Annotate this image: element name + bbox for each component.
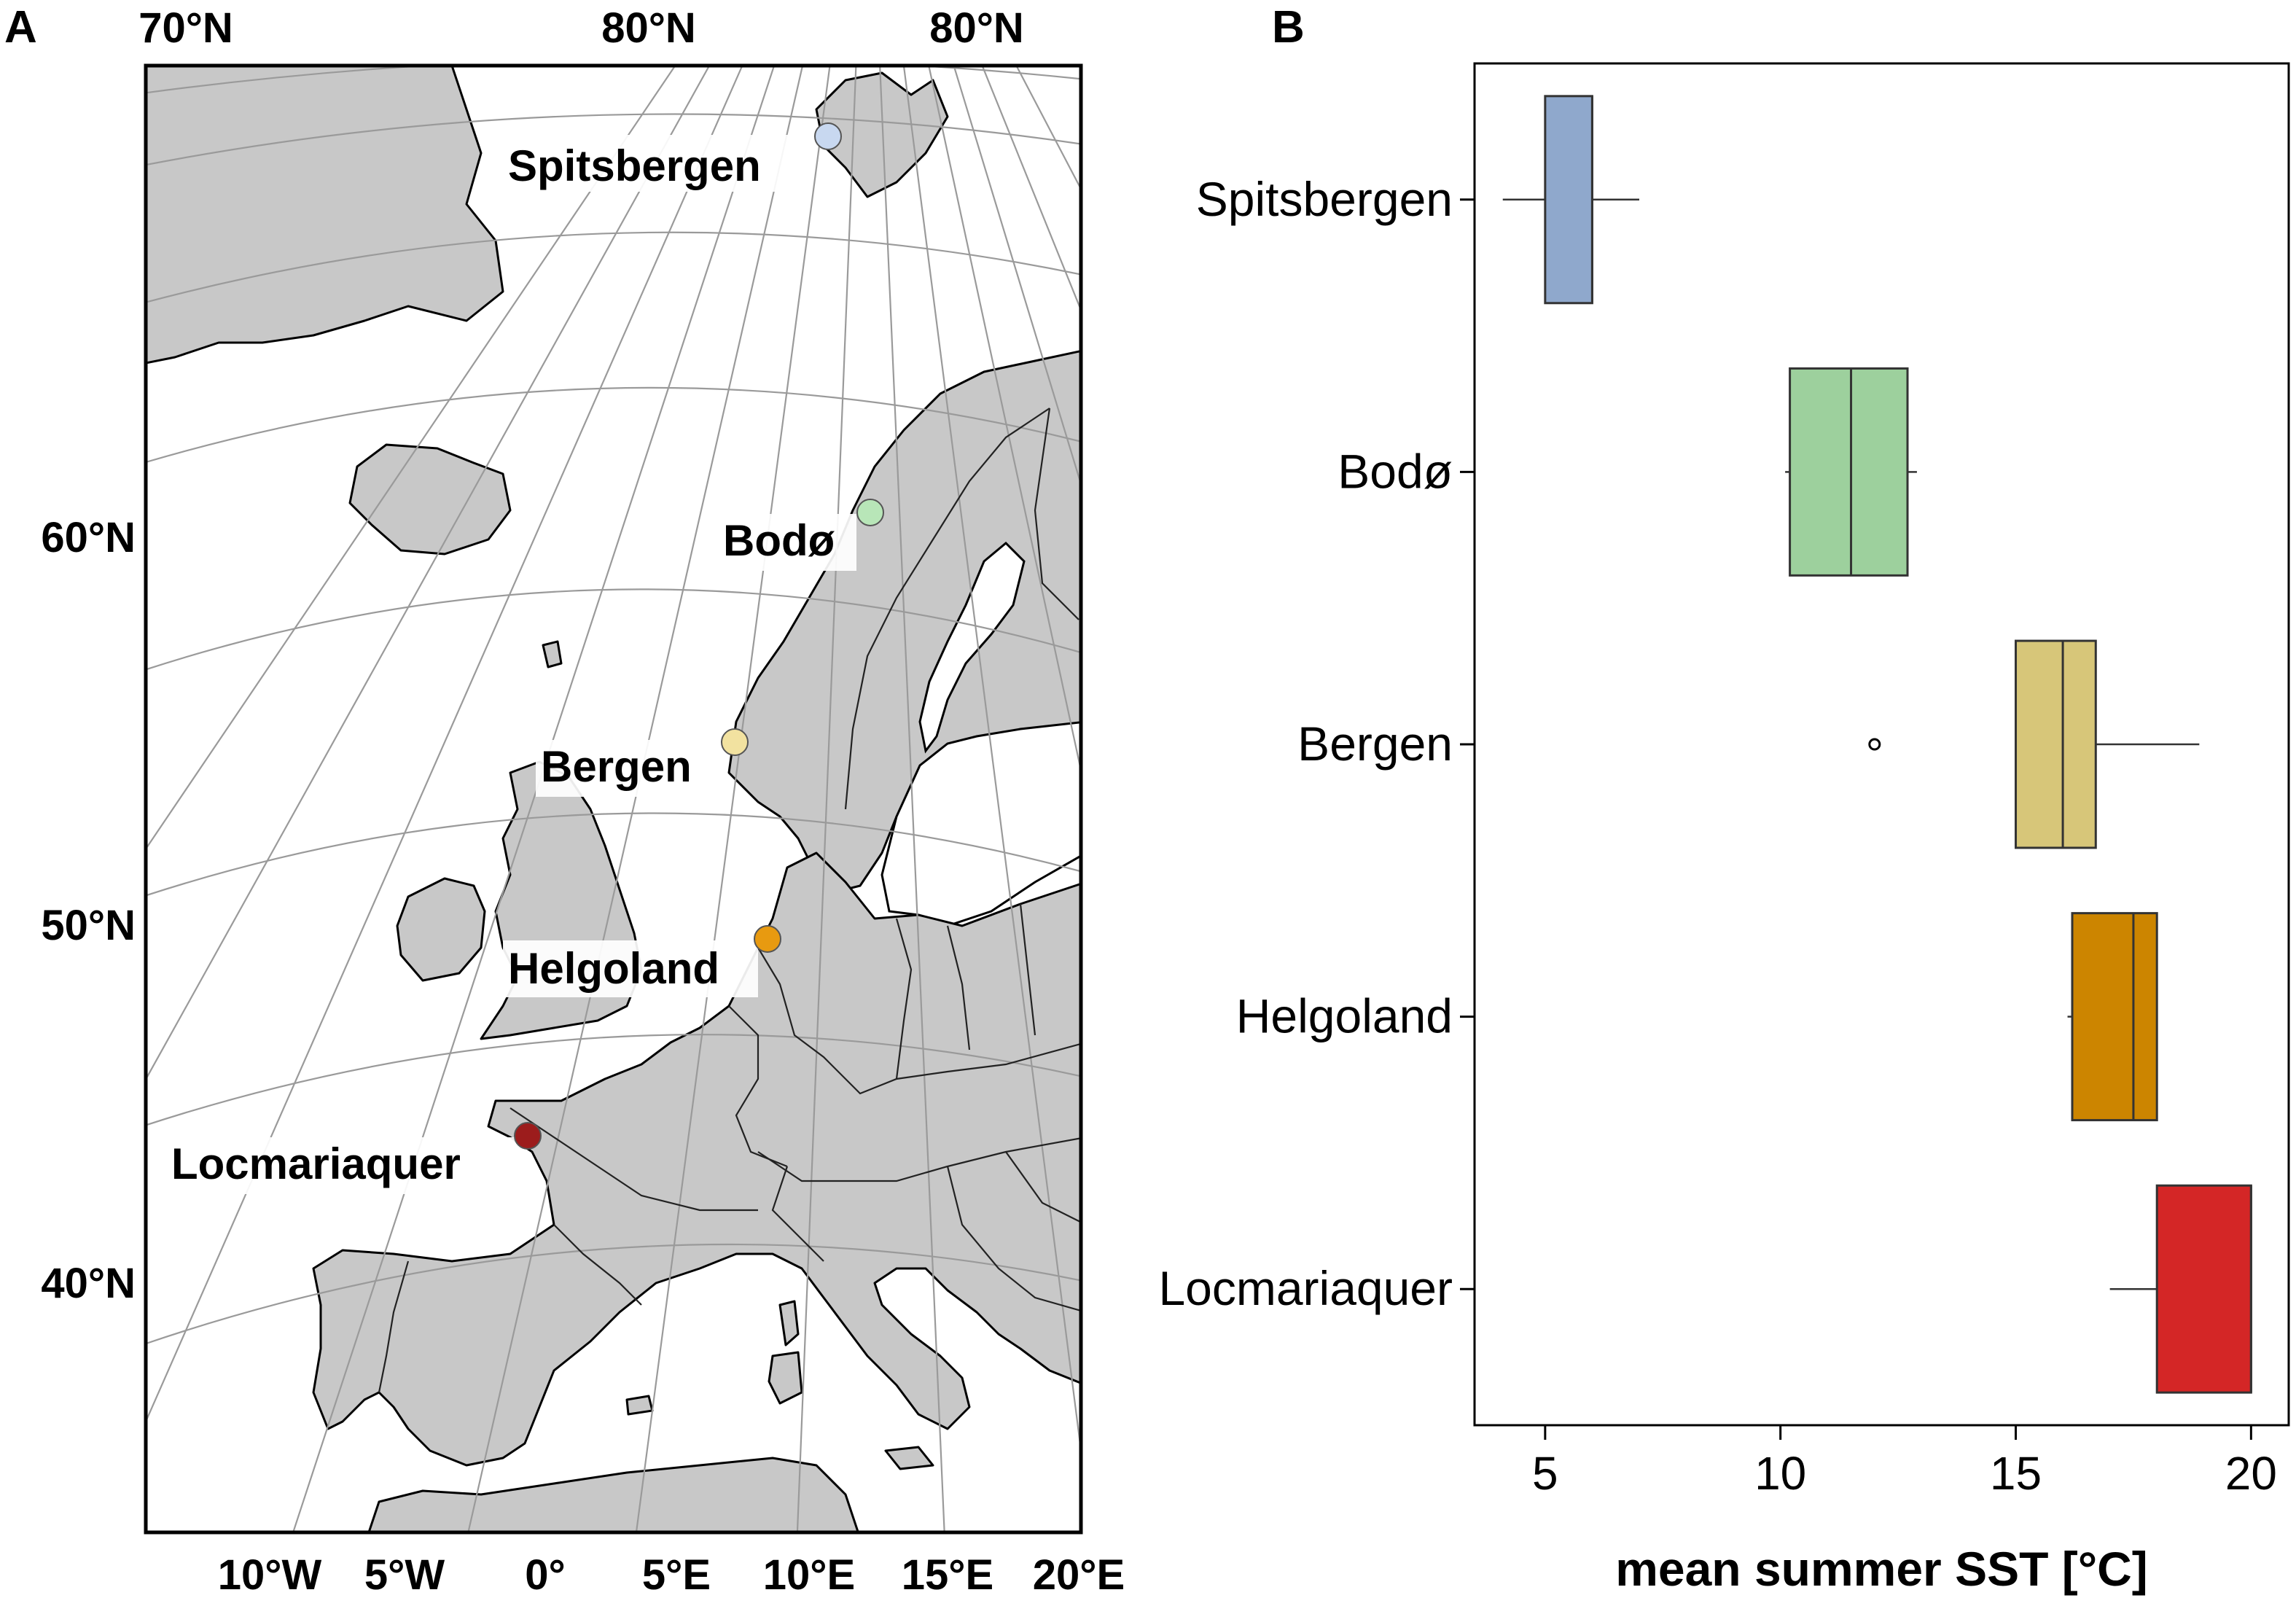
site-marker-bergen: [721, 728, 749, 756]
site-bergen[interactable]: Bergen: [536, 728, 749, 797]
svalbard-land: [815, 71, 949, 198]
site-helgoland[interactable]: Helgoland: [503, 925, 781, 997]
sardinia-land: [768, 1351, 803, 1405]
y-tick-label-spitsbergen: Spitsbergen: [1196, 172, 1453, 226]
boxplot-chart: Spitsbergen Bodø Bergen Helgoland Locmariaqu…: [1158, 62, 2290, 1596]
map-left-tick: 40°N: [41, 1260, 136, 1307]
ireland-land: [396, 877, 486, 982]
sicily-land: [884, 1446, 934, 1470]
map-bottom-tick: 10°E: [763, 1551, 855, 1599]
site-label-bodo: Bodø: [723, 516, 835, 565]
map-bottom-tick: 20°E: [1033, 1551, 1125, 1599]
site-bodo[interactable]: Bodø: [718, 499, 884, 571]
box-spitsbergen: [1544, 95, 1593, 305]
greenland-land: [146, 66, 504, 365]
corsica-land: [778, 1300, 800, 1346]
map-panel: Spitsbergen Bodø Bergen Helgoland Locmar: [41, 4, 1125, 1599]
map-top-tick: 70°N: [138, 4, 233, 52]
map-left-ticks: 60°N 50°N 40°N: [41, 514, 136, 1307]
map-frame: [144, 63, 1083, 1535]
y-tick-label-bod-: Bodø: [1338, 444, 1453, 498]
box-bod-: [1789, 367, 1909, 577]
site-label-bergen: Bergen: [541, 742, 692, 791]
map-top-tick: 80°N: [929, 4, 1024, 52]
graticule-parallels: [146, 66, 1081, 1345]
outlier-bergen: [1868, 738, 1881, 751]
country-borders: [378, 408, 1081, 1393]
site-locmariaquer[interactable]: Locmariaquer: [166, 1122, 542, 1194]
box-bergen: [2015, 639, 2097, 849]
baltic-sea-water: [880, 721, 1081, 927]
map-top-tick: 80°N: [601, 4, 696, 52]
map-top-ticks: 70°N 80°N 80°N: [138, 4, 1024, 52]
map-bottom-tick: 5°W: [364, 1551, 445, 1599]
x-tick-label: 20: [2225, 1447, 2277, 1500]
site-label-locmariaquer: Locmariaquer: [171, 1139, 461, 1188]
map-left-tick: 50°N: [41, 902, 136, 949]
map-bottom-tick: 0°: [525, 1551, 565, 1599]
balearic-land: [625, 1395, 654, 1416]
site-spitsbergen[interactable]: Spitsbergen: [503, 122, 842, 192]
site-marker-spitsbergen: [814, 122, 842, 150]
map-bottom-tick: 5°E: [642, 1551, 711, 1599]
map-bottom-tick: 10°W: [218, 1551, 322, 1599]
y-tick-label-helgoland: Helgoland: [1236, 989, 1453, 1043]
site-marker-bodo: [856, 499, 884, 526]
map-bottom-tick: 15°E: [902, 1551, 993, 1599]
y-tick-label-bergen: Bergen: [1297, 717, 1453, 771]
graticule-meridians: [146, 66, 1081, 1532]
site-marker-locmariaquer: [514, 1122, 542, 1150]
panel-letter-a: A: [4, 2, 37, 52]
x-tick-label: 10: [1754, 1447, 1806, 1500]
site-marker-helgoland: [754, 925, 781, 953]
map-left-tick: 60°N: [41, 514, 136, 561]
box-locmariaquer: [2155, 1184, 2252, 1394]
map-bottom-ticks: 10°W 5°W 0° 5°E 10°E 15°E 20°E: [218, 1551, 1125, 1599]
map-sites: Spitsbergen Bodø Bergen Helgoland Locmar: [166, 122, 884, 1194]
y-tick-label-locmariaquer: Locmariaquer: [1158, 1261, 1453, 1315]
gulf-of-bothnia-water: [918, 541, 1026, 754]
panel-letter-b: B: [1272, 2, 1305, 52]
x-axis-title: mean summer SST [°C]: [1615, 1542, 2148, 1596]
site-label-helgoland: Helgoland: [508, 944, 719, 993]
site-label-spitsbergen: Spitsbergen: [508, 141, 761, 190]
x-tick-label: 15: [1990, 1447, 2042, 1500]
north-africa-land: [367, 1457, 859, 1532]
box-helgoland: [2071, 912, 2158, 1122]
faroe-land: [542, 640, 563, 668]
x-tick-label: 5: [1532, 1447, 1558, 1500]
